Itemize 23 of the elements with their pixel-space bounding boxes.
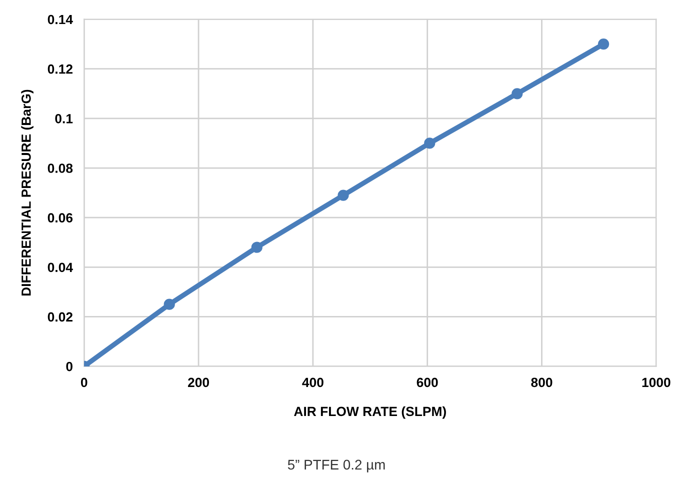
point xyxy=(338,190,349,201)
x-axis-title: AIR FLOW RATE (SLPM) xyxy=(294,406,446,419)
point xyxy=(598,38,610,50)
y-tick-label: 0.06 xyxy=(48,213,73,222)
y-tick-label: 0.12 xyxy=(48,64,72,74)
y-tick-label: 0.08 xyxy=(48,164,73,173)
y-tick-label: 0 xyxy=(66,362,72,372)
x-tick-label: 400 xyxy=(302,378,324,388)
y-axis-title: DIFFERENTIAL PRESURE (BarG) xyxy=(21,90,34,296)
point xyxy=(424,138,436,149)
text: 5” PTFE 0.2 µm xyxy=(288,460,385,472)
x-tick-label: 600 xyxy=(416,378,438,388)
x-tick-label: 800 xyxy=(531,378,552,388)
point xyxy=(251,242,262,253)
point xyxy=(164,298,175,310)
y-tick-label: 0.14 xyxy=(48,14,73,24)
y-tick-label: 0.02 xyxy=(48,312,72,322)
x-tick-label: 1000 xyxy=(642,378,670,388)
y-tick-label: 0.1 xyxy=(55,114,73,124)
y-tick-label: 0.04 xyxy=(48,262,73,272)
x-tick-label: 200 xyxy=(188,378,209,388)
x-tick-label: 0 xyxy=(80,378,88,388)
point xyxy=(512,88,523,100)
